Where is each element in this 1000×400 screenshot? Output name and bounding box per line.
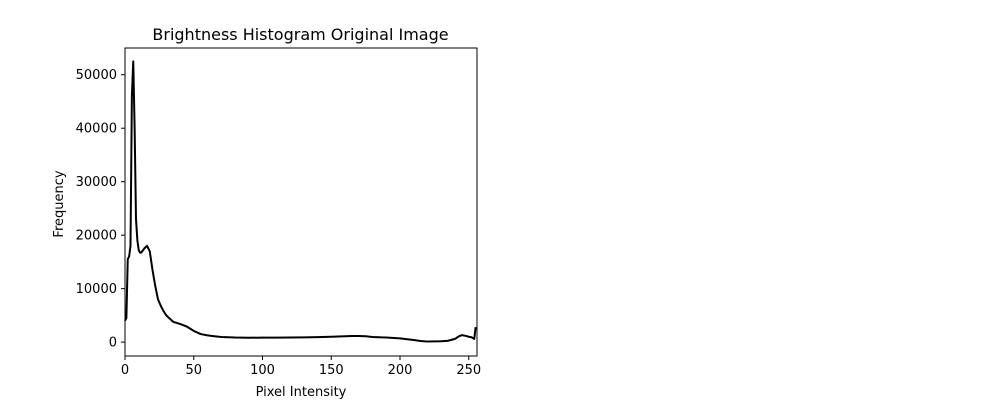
x-tick-label: 100 [250, 363, 275, 378]
y-tick-label: 10000 [76, 282, 117, 297]
x-tick-label: 50 [185, 363, 202, 378]
x-tick-label: 250 [456, 363, 481, 378]
y-tick-label: 50000 [76, 68, 117, 83]
x-tick-label: 150 [319, 363, 344, 378]
axes-frame [124, 47, 478, 357]
y-tick-label: 30000 [76, 175, 117, 190]
series-line [124, 60, 477, 343]
x-axis-label: Pixel Intensity [256, 385, 347, 400]
x-axis-ticks: 0 50 100 150 200 250 [121, 356, 481, 378]
y-axis-ticks: 0 10000 20000 30000 40000 50000 [76, 68, 125, 351]
y-tick-label: 20000 [76, 229, 117, 244]
x-tick-label: 200 [388, 363, 413, 378]
y-tick-label: 0 [109, 336, 117, 351]
y-axis-label: Frequency [52, 170, 67, 237]
y-tick-label: 40000 [76, 122, 117, 137]
plot-area [124, 60, 477, 343]
chart-title: Brightness Histogram Original Image [152, 25, 448, 44]
x-tick-label: 0 [121, 363, 129, 378]
